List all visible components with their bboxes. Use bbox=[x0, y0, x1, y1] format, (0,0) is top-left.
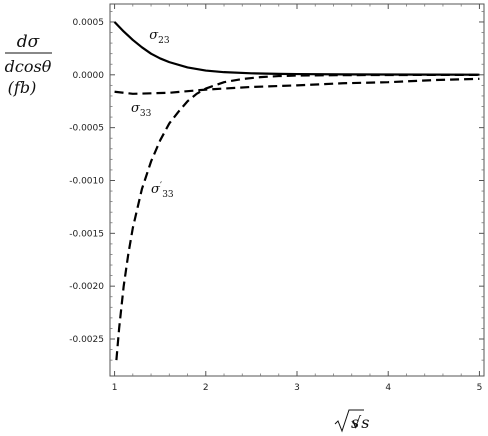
y-label-denominator: dcosθ bbox=[5, 57, 52, 76]
series-label-2: σ33 bbox=[131, 101, 152, 119]
x-tick-label: 4 bbox=[385, 383, 391, 393]
y-tick-label: -0.0015 bbox=[69, 229, 104, 239]
series-line-1 bbox=[113, 21, 480, 76]
y-label-numerator: dσ bbox=[17, 32, 40, 52]
y-axis-label: dσ dcosθ (fb) bbox=[5, 32, 52, 97]
series-label-1: σ23 bbox=[149, 28, 170, 46]
x-tick-label: 3 bbox=[294, 383, 300, 393]
y-tick-label: -0.0025 bbox=[69, 335, 104, 345]
series-layer bbox=[113, 21, 480, 361]
x-axis-label: √s s bbox=[334, 409, 369, 433]
x-label-text: √s bbox=[351, 413, 369, 432]
y-label-unit: (fb) bbox=[8, 78, 37, 97]
x-tick-label: 5 bbox=[477, 383, 483, 393]
x-tick-label: 1 bbox=[112, 383, 118, 393]
axis-ticks: 1 2 3 4 5 0.0005 0.0000 -0.0005 -0.0010 -0.0015 -0… bbox=[69, 4, 484, 393]
y-tick-label: 0.0005 bbox=[73, 18, 105, 28]
series-line-3 bbox=[115, 73, 480, 361]
series-line-2 bbox=[114, 77, 480, 95]
y-tick-label: 0.0000 bbox=[73, 71, 105, 81]
y-tick-label: -0.0010 bbox=[69, 176, 104, 186]
x-tick-label: 2 bbox=[203, 383, 209, 393]
x-label-s: s bbox=[351, 413, 359, 432]
y-tick-label: -0.0020 bbox=[69, 282, 104, 292]
y-tick-label: -0.0005 bbox=[69, 124, 104, 134]
x-label-radical bbox=[334, 409, 364, 433]
series-label-3: σ′33 bbox=[151, 181, 174, 200]
series-labels: σ23 σ33 σ′33 bbox=[131, 28, 174, 200]
